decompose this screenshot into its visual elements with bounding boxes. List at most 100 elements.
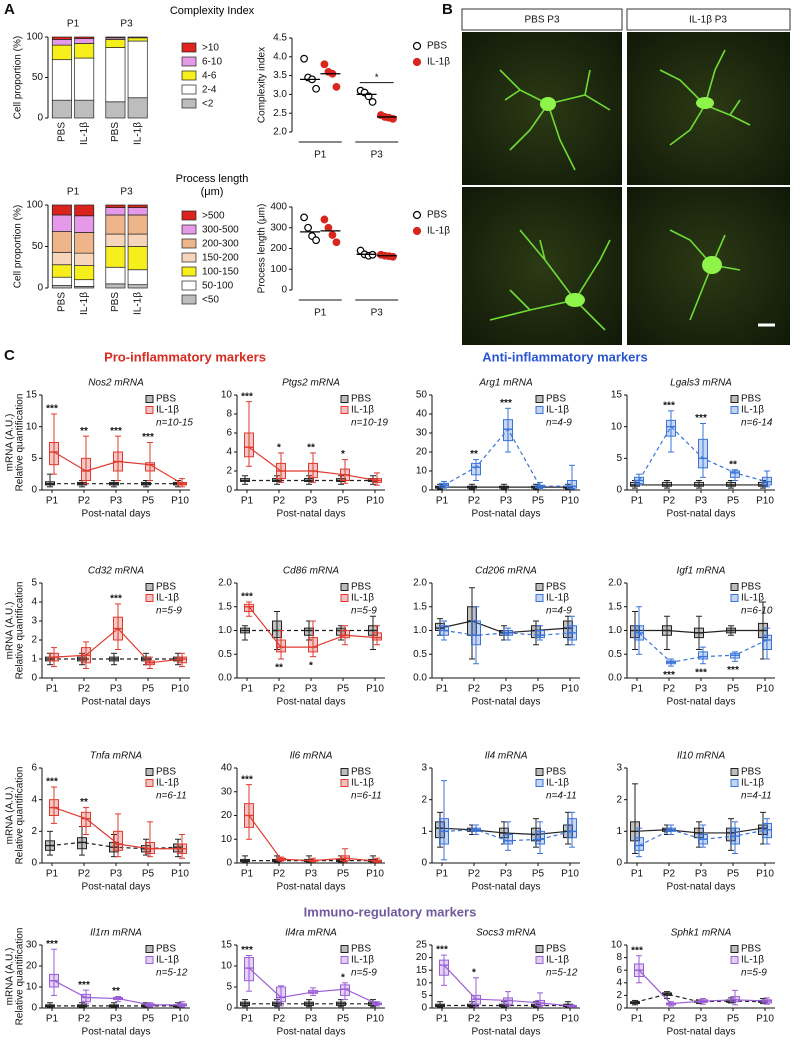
x-tick-label: P10 <box>171 496 189 507</box>
box <box>698 438 708 469</box>
x-tick-label: P3 <box>500 1014 513 1025</box>
legend-swatch <box>181 224 197 235</box>
box <box>471 462 481 476</box>
bar-segment <box>51 251 72 266</box>
y-tick-label: 40 <box>221 763 233 774</box>
x-tick-label: P3 <box>695 684 708 695</box>
box <box>762 822 772 839</box>
legend-swatch <box>730 768 739 776</box>
x-tick-label: P10 <box>561 496 579 507</box>
x-tick-label: P10 <box>171 684 189 695</box>
y-tick-label: 20 <box>416 952 428 963</box>
y-tick-label: 0.0 <box>413 673 427 684</box>
y-tick-label: 10 <box>221 834 233 845</box>
x-tick-label: PBS <box>110 122 121 142</box>
significance-star: *** <box>727 665 739 676</box>
x-tick-label: P3 <box>305 684 318 695</box>
legend-swatch <box>340 406 349 414</box>
sample-size-note: n=10-19 <box>351 418 388 429</box>
y-tick-label: 300 <box>270 222 287 233</box>
y-tick-label: 15 <box>611 390 623 401</box>
y-tick-label: 20 <box>221 810 233 821</box>
box <box>634 837 644 851</box>
legend-swatch <box>340 583 349 591</box>
group-label: P3 <box>120 187 133 198</box>
bar-segment <box>74 36 95 39</box>
x-tick-label: P5 <box>727 496 740 507</box>
bar-segment <box>74 38 95 44</box>
x-tick-label: PBS <box>110 292 121 312</box>
x-tick-label: P10 <box>171 1014 189 1025</box>
x-tick-label: P10 <box>561 684 579 695</box>
image-header: PBS P3 <box>524 15 559 26</box>
significance-star: *** <box>241 592 253 603</box>
box <box>81 457 91 482</box>
y-tick-label: 2 <box>31 635 37 646</box>
y-tick-label: 2 <box>421 794 427 805</box>
y-tick-label: 2 <box>616 990 622 1001</box>
cell-body <box>565 293 585 307</box>
median-line <box>638 632 768 663</box>
legend-swatch <box>535 768 544 776</box>
legend-label: PBS <box>427 41 447 52</box>
y-tick-label: 0 <box>616 1003 622 1014</box>
x-tick-label: P1 <box>436 1014 449 1025</box>
legend-swatch <box>145 945 154 953</box>
legend-swatch <box>181 42 197 53</box>
legend-swatch <box>145 594 154 602</box>
x-axis-label: Post-natal days <box>277 882 346 893</box>
legend-label: PBS <box>156 582 176 593</box>
x-tick-label: PBS <box>57 122 68 142</box>
x-axis-label: Post-natal days <box>667 1027 736 1038</box>
x-tick-label: P3 <box>305 869 318 880</box>
cell-body <box>696 97 714 109</box>
legend-label: >10 <box>202 43 219 54</box>
x-tick-label: P1 <box>314 308 327 319</box>
data-point <box>389 252 397 261</box>
x-axis-label: Post-natal days <box>277 697 346 708</box>
x-tick-label: IL-1β <box>79 122 90 145</box>
x-tick-label: P1 <box>314 150 327 161</box>
bar-segment <box>127 40 148 99</box>
bar-segment <box>51 214 72 232</box>
cell-process <box>499 69 611 171</box>
x-tick-label: P1 <box>631 1014 644 1025</box>
significance-star: *** <box>241 945 253 956</box>
significance-star: ** <box>729 459 737 470</box>
x-tick-label: P5 <box>142 1014 155 1025</box>
data-point <box>324 223 333 232</box>
box <box>276 639 286 653</box>
x-tick-label: P2 <box>663 869 676 880</box>
y-tick-label: 3 <box>421 763 427 774</box>
x-tick-label: P1 <box>241 496 254 507</box>
legend-label: 150-200 <box>202 253 239 264</box>
legend-swatch <box>340 594 349 602</box>
section-heading: Anti-inflammatory markers <box>482 349 647 364</box>
significance-star: *** <box>46 777 58 788</box>
chart-title: Sphk1 mRNA <box>671 928 732 939</box>
legend-swatch <box>730 406 739 414</box>
legend-label: PBS <box>156 944 176 955</box>
x-tick-label: P3 <box>110 496 123 507</box>
significance-star: *** <box>110 594 122 605</box>
legend-label: PBS <box>351 767 371 778</box>
legend-label: IL-1β <box>156 778 179 789</box>
legend-label: 300-500 <box>202 225 239 236</box>
chart-title: Tnfa mRNA <box>90 751 143 762</box>
legend-title-box: Process length (μm) <box>176 173 249 198</box>
y-tick-label: 15 <box>221 940 233 951</box>
legend-label: PBS <box>351 394 371 405</box>
sample-size-note: n=4-9 <box>546 418 572 429</box>
x-tick-label: P5 <box>727 869 740 880</box>
x-tick-label: P1 <box>241 869 254 880</box>
legend-label: IL-1β <box>546 778 569 789</box>
x-axis-label: Post-natal days <box>277 509 346 520</box>
bar-segment <box>105 283 126 289</box>
x-tick-label: P1 <box>631 496 644 507</box>
y-tick-label: 40 <box>416 409 428 420</box>
x-tick-label: PBS <box>57 292 68 312</box>
x-tick-label: P1 <box>436 684 449 695</box>
box <box>272 620 282 639</box>
x-axis-label: Post-natal days <box>667 509 736 520</box>
box <box>244 603 254 612</box>
